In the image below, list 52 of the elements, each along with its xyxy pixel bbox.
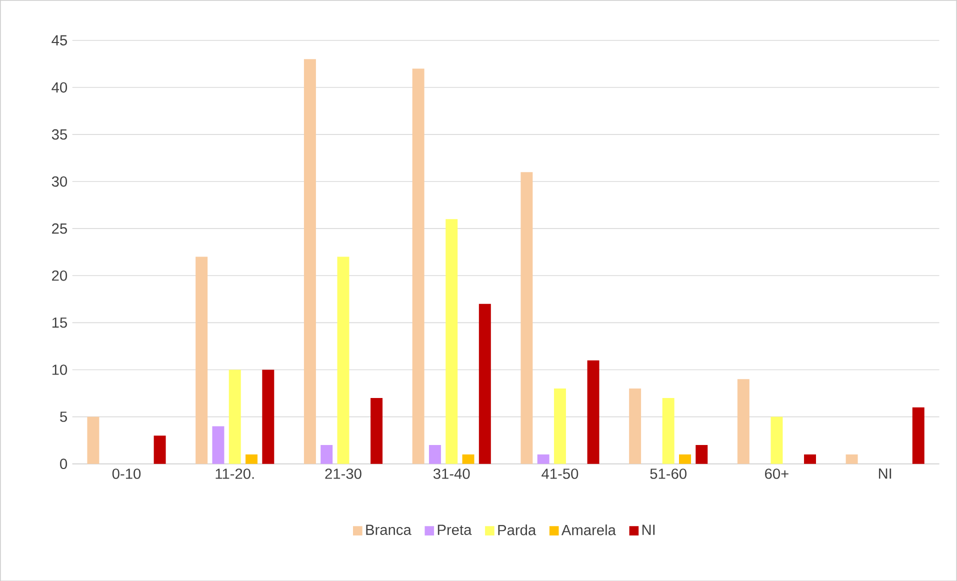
bar — [770, 416, 783, 464]
bar — [912, 407, 924, 464]
bar — [679, 454, 691, 464]
x-tick-label: 0-10 — [112, 468, 141, 479]
bar — [337, 256, 350, 464]
bar — [629, 388, 642, 464]
bar — [737, 378, 750, 464]
x-tick-label: 31-40 — [433, 468, 470, 479]
x-tick-label: 11-20. — [216, 468, 254, 479]
y-tick-label: 5 — [60, 411, 67, 422]
y-tick-label: 15 — [52, 317, 67, 328]
bar — [662, 398, 674, 464]
bar — [196, 256, 208, 464]
bar — [537, 454, 550, 464]
bar — [428, 444, 441, 464]
bar — [262, 370, 274, 464]
x-tick-label: 41-50 — [542, 468, 578, 479]
bar — [587, 360, 600, 464]
bar — [320, 444, 333, 464]
y-tick-label: 0 — [60, 458, 68, 469]
legend-label: NI — [642, 524, 655, 535]
bar — [212, 426, 224, 464]
bar — [154, 435, 166, 464]
x-tick-label: 60+ — [765, 468, 788, 479]
x-tick-label: NI — [878, 468, 892, 478]
y-tick-label: 25 — [52, 223, 67, 234]
bar — [554, 388, 566, 464]
bar — [304, 58, 316, 464]
bar — [246, 454, 258, 464]
legend-label: Preta — [438, 524, 472, 535]
bar — [478, 304, 491, 464]
bar — [462, 454, 474, 464]
bar — [228, 370, 241, 464]
bar — [412, 68, 424, 464]
bar — [696, 444, 708, 464]
bar — [804, 454, 816, 464]
legend-label: Branca — [366, 524, 412, 535]
legend-label: Amarela — [561, 524, 616, 536]
legend-label: Parda — [498, 524, 536, 536]
y-tick-label: 10 — [52, 364, 68, 375]
x-tick-label: 21-30 — [325, 468, 362, 479]
y-tick-label: 35 — [52, 129, 67, 140]
y-tick-label: 45 — [52, 35, 67, 46]
bar — [370, 398, 383, 464]
bar — [846, 454, 858, 464]
y-tick-label: 40 — [52, 82, 68, 92]
bar — [520, 172, 533, 464]
x-tick-label: 51-60 — [650, 468, 686, 479]
y-tick-label: 20 — [52, 270, 68, 281]
bar — [87, 416, 100, 464]
y-tick-label: 30 — [52, 176, 68, 186]
bar — [446, 218, 458, 464]
